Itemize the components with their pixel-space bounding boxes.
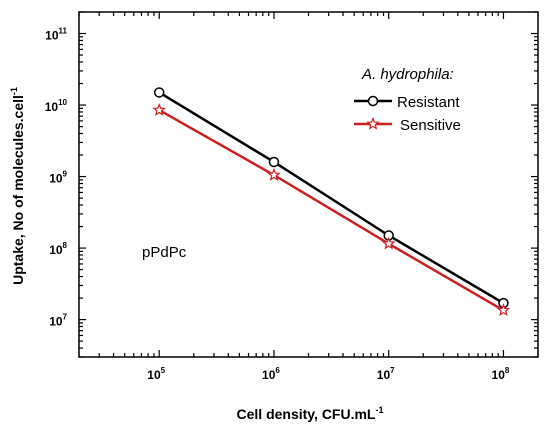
- y-tick-label-base: 10: [49, 172, 63, 186]
- data-point-resistant: [268, 156, 280, 168]
- x-tick-label-base: 10: [492, 368, 506, 382]
- legend: A. hydrophila: Resistant Sensitive: [354, 66, 461, 134]
- x-axis-title-sup: -1: [375, 405, 383, 415]
- x-axis-title: Cell density, CFU.mL-1: [237, 405, 384, 422]
- series-layer: [152, 87, 511, 317]
- annotation-label: pPdPc: [142, 244, 187, 261]
- x-tick-label-exp: 6: [275, 366, 280, 375]
- legend-label-resistant: Resistant: [397, 94, 460, 111]
- y-tick-label-base: 10: [45, 29, 59, 43]
- y-tick-label-exp: 10: [58, 98, 67, 107]
- y-axis-title: Uptake, No of molecules.cell-1: [9, 87, 26, 285]
- y-tick-label-exp: 8: [63, 241, 68, 250]
- data-point-sensitive: [267, 167, 281, 181]
- y-tick-label-exp: 7: [63, 313, 68, 322]
- x-tick-label-exp: 8: [505, 366, 510, 375]
- data-point-resistant: [153, 87, 165, 98]
- y-tick-label-base: 10: [49, 243, 63, 257]
- series-line-sensitive: [158, 109, 505, 312]
- x-tick-label: 106: [262, 366, 280, 382]
- x-tick-label: 105: [147, 366, 165, 382]
- x-tick-label-exp: 5: [161, 366, 166, 375]
- x-tick-label-exp: 7: [390, 366, 395, 375]
- legend-title: A. hydrophila:: [361, 66, 454, 83]
- y-tick-label: 108: [49, 241, 67, 257]
- x-tick-label-base: 10: [262, 368, 276, 382]
- series-line-resistant: [158, 91, 505, 305]
- y-axis-title-text: Uptake, No of molecules.cell: [10, 95, 26, 285]
- legend-label-sensitive: Sensitive: [400, 117, 461, 134]
- x-axis-title-text: Cell density, CFU.mL: [237, 406, 376, 422]
- legend-star-shape: [366, 116, 380, 130]
- y-tick-label-base: 10: [45, 100, 59, 114]
- data-point-sensitive: [496, 303, 511, 317]
- data-point-sensitive: [381, 236, 396, 250]
- y-tick-label-exp: 9: [63, 170, 68, 179]
- x-tick-label-base: 10: [377, 368, 391, 382]
- y-tick-label-base: 10: [49, 315, 63, 329]
- y-axis-title-sup: -1: [9, 87, 19, 95]
- legend-swatch-resistant-marker: [367, 95, 379, 107]
- y-tick-label: 1010: [45, 98, 68, 114]
- x-tick-label-base: 10: [147, 368, 161, 382]
- y-tick-label: 107: [49, 313, 67, 329]
- data-point-sensitive: [152, 102, 166, 116]
- y-tick-label: 109: [49, 170, 67, 186]
- legend-swatch-sensitive-marker: [366, 116, 380, 130]
- y-tick-label-exp: 11: [59, 27, 68, 36]
- y-tick-label: 1011: [45, 27, 67, 43]
- x-tick-label: 107: [377, 366, 395, 382]
- x-tick-label: 108: [492, 366, 510, 382]
